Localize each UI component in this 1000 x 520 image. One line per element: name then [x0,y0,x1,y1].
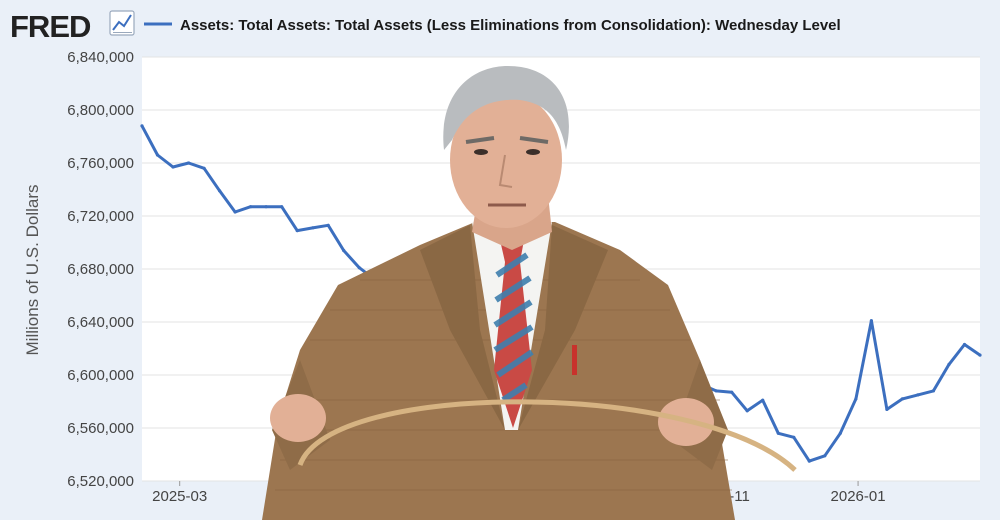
data-point[interactable] [978,353,982,357]
y-tick-label: 6,800,000 [67,102,134,119]
x-tick-label: 2026-01 [831,488,886,505]
y-tick-label: 6,640,000 [67,314,134,331]
legend-label: Assets: Total Assets: Total Assets (Less… [180,17,841,34]
data-point[interactable] [869,319,874,323]
data-point[interactable] [295,229,299,233]
data-point[interactable] [187,161,191,165]
data-point[interactable] [730,390,734,394]
data-point[interactable] [947,362,951,366]
data-point[interactable] [916,393,920,397]
data-point[interactable] [792,435,796,439]
y-axis-label: Millions of U.S. Dollars [23,185,42,356]
data-point[interactable] [249,205,253,209]
x-tick-label: 2025-03 [152,488,207,505]
data-point[interactable] [280,205,284,209]
data-point[interactable] [761,398,765,402]
data-point[interactable] [202,166,206,170]
fred-graph-icon [109,10,135,36]
data-point[interactable] [900,397,905,401]
y-tick-label: 6,520,000 [67,473,134,490]
data-point[interactable] [838,431,842,435]
data-point[interactable] [823,454,827,458]
data-point[interactable] [745,409,749,413]
fred-logo[interactable]: FRED [10,9,92,44]
data-point[interactable] [854,397,858,401]
y-tick-label: 6,560,000 [67,420,134,437]
y-tick-label: 6,680,000 [67,261,134,278]
y-tick-label: 6,720,000 [67,208,134,225]
data-point[interactable] [962,342,967,347]
y-tick-label: 6,600,000 [67,367,134,384]
data-point[interactable] [714,389,718,393]
data-point[interactable] [233,210,237,214]
y-tick-label: 6,840,000 [67,49,134,66]
data-point[interactable] [264,205,268,209]
data-point[interactable] [311,226,315,230]
data-point[interactable] [171,165,175,169]
data-point[interactable] [931,389,936,393]
data-point[interactable] [885,407,889,411]
y-axis-ticks: 6,520,000 6,560,000 6,600,000 6,640,000 6,68… [67,49,134,490]
data-point[interactable] [357,266,361,270]
data-point[interactable] [218,189,222,193]
y-tick-label: 6,760,000 [67,155,134,172]
data-point[interactable] [776,431,780,435]
person-photo-overlay [262,66,797,520]
data-point[interactable] [342,248,346,253]
data-point[interactable] [155,153,160,157]
data-point[interactable] [807,459,811,463]
data-point[interactable] [326,223,330,227]
data-point[interactable] [140,124,144,128]
